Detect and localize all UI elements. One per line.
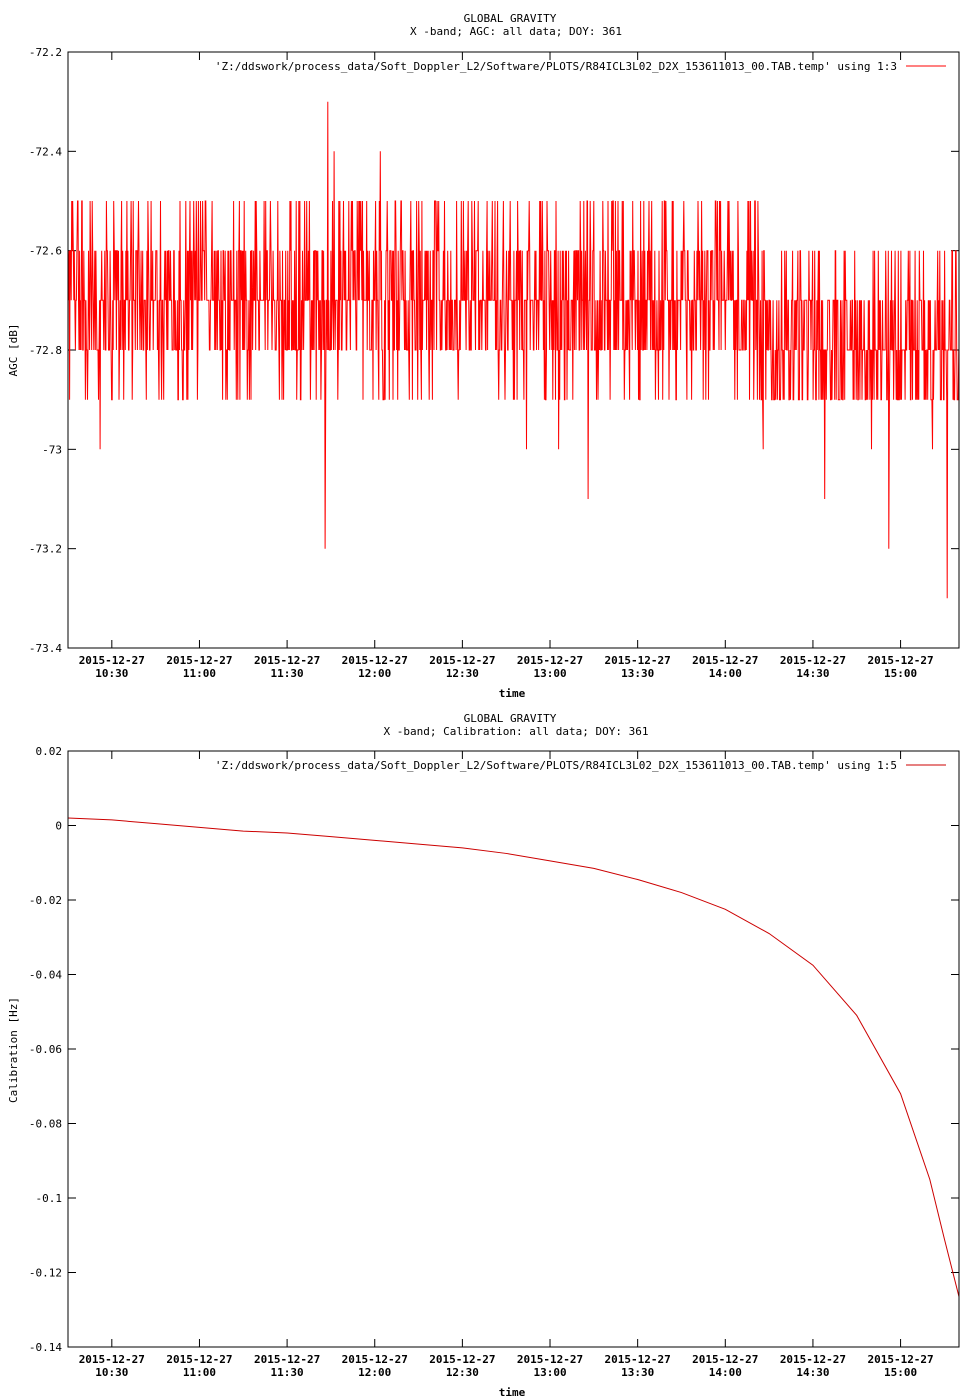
x-tick-time: 14:30 <box>796 667 829 680</box>
x-tick-date: 2015-12-27 <box>342 1353 408 1366</box>
x-tick-time: 12:30 <box>446 1366 479 1379</box>
x-tick-date: 2015-12-27 <box>342 654 408 667</box>
y-tick-label: -73 <box>42 443 62 456</box>
x-tick-date: 2015-12-27 <box>429 654 495 667</box>
chart2-x-ticks: 2015-12-2710:302015-12-2711:002015-12-27… <box>79 751 934 1379</box>
x-tick-date: 2015-12-27 <box>254 654 320 667</box>
y-tick-label: -0.08 <box>29 1118 62 1131</box>
x-tick-time: 15:00 <box>884 667 917 680</box>
x-tick-time: 12:30 <box>446 667 479 680</box>
chart1-x-ticks: 2015-12-2710:302015-12-2711:002015-12-27… <box>79 52 934 680</box>
chart1-ylabel: AGC [dB] <box>7 324 20 377</box>
y-tick-label: 0 <box>55 820 62 833</box>
y-tick-label: -72.6 <box>29 245 62 258</box>
x-tick-time: 11:00 <box>183 1366 216 1379</box>
x-tick-date: 2015-12-27 <box>780 654 846 667</box>
x-tick-date: 2015-12-27 <box>517 654 583 667</box>
chart1-title: GLOBAL GRAVITY <box>464 12 557 25</box>
x-tick-date: 2015-12-27 <box>254 1353 320 1366</box>
y-tick-label: -0.1 <box>36 1192 63 1205</box>
chart1-y-ticks: -72.2 -72.4 -72.6 -72.8 -73 -73.2 -73.4 <box>29 46 959 655</box>
x-tick-time: 11:30 <box>271 667 304 680</box>
y-tick-label: -72.4 <box>29 145 62 158</box>
x-tick-date: 2015-12-27 <box>692 1353 758 1366</box>
x-tick-date: 2015-12-27 <box>79 1353 145 1366</box>
x-tick-time: 11:00 <box>183 667 216 680</box>
x-tick-time: 14:30 <box>796 1366 829 1379</box>
x-tick-date: 2015-12-27 <box>517 1353 583 1366</box>
y-tick-label: -73.4 <box>29 642 62 655</box>
x-tick-date: 2015-12-27 <box>692 654 758 667</box>
y-tick-label: -0.12 <box>29 1267 62 1280</box>
x-tick-time: 14:00 <box>709 667 742 680</box>
chart1-plot-frame <box>67 51 960 649</box>
x-tick-time: 13:00 <box>533 1366 566 1379</box>
y-tick-label: -0.14 <box>29 1341 62 1354</box>
x-tick-time: 15:00 <box>884 1366 917 1379</box>
x-tick-time: 12:00 <box>358 667 391 680</box>
x-tick-date: 2015-12-27 <box>605 654 671 667</box>
x-tick-time: 13:30 <box>621 667 654 680</box>
chart1-xlabel: time <box>499 687 526 700</box>
y-tick-label: -72.8 <box>29 344 62 357</box>
x-tick-time: 13:00 <box>533 667 566 680</box>
x-tick-date: 2015-12-27 <box>166 1353 232 1366</box>
y-tick-label: -73.2 <box>29 543 62 556</box>
y-tick-label: -0.06 <box>29 1043 62 1056</box>
x-tick-date: 2015-12-27 <box>605 1353 671 1366</box>
x-tick-date: 2015-12-27 <box>79 654 145 667</box>
calibration-chart: GLOBAL GRAVITY X -band; Calibration: all… <box>7 712 960 1399</box>
chart2-legend-label: 'Z:/ddswork/process_data/Soft_Doppler_L2… <box>215 759 897 772</box>
x-tick-date: 2015-12-27 <box>867 654 933 667</box>
x-tick-date: 2015-12-27 <box>780 1353 846 1366</box>
chart1-subtitle: X -band; AGC: all data; DOY: 361 <box>410 25 622 38</box>
y-tick-label: 0.02 <box>36 745 63 758</box>
x-tick-date: 2015-12-27 <box>867 1353 933 1366</box>
chart2-xlabel: time <box>499 1386 526 1399</box>
x-tick-time: 14:00 <box>709 1366 742 1379</box>
y-tick-label: -72.2 <box>29 46 62 59</box>
chart2-title: GLOBAL GRAVITY <box>464 712 557 725</box>
x-tick-time: 13:30 <box>621 1366 654 1379</box>
x-tick-date: 2015-12-27 <box>429 1353 495 1366</box>
chart2-plot-frame <box>67 750 960 1348</box>
chart2-subtitle: X -band; Calibration: all data; DOY: 361 <box>384 725 649 738</box>
x-tick-time: 12:00 <box>358 1366 391 1379</box>
chart2-y-ticks: 0.02 0 -0.02 -0.04 -0.06 -0.08 -0.1 -0.12 -0.14 <box>29 745 959 1354</box>
chart1-legend-label: 'Z:/ddswork/process_data/Soft_Doppler_L2… <box>215 60 897 73</box>
y-tick-label: -0.02 <box>29 894 62 907</box>
x-tick-time: 11:30 <box>271 1366 304 1379</box>
chart2-series-line <box>67 817 960 1297</box>
x-tick-time: 10:30 <box>95 1366 128 1379</box>
x-tick-time: 10:30 <box>95 667 128 680</box>
chart2-ylabel: Calibration [Hz] <box>7 997 20 1103</box>
agc-chart: GLOBAL GRAVITY X -band; AGC: all data; D… <box>7 12 960 700</box>
y-tick-label: -0.04 <box>29 969 62 982</box>
chart1-series-line <box>67 101 960 599</box>
x-tick-date: 2015-12-27 <box>166 654 232 667</box>
